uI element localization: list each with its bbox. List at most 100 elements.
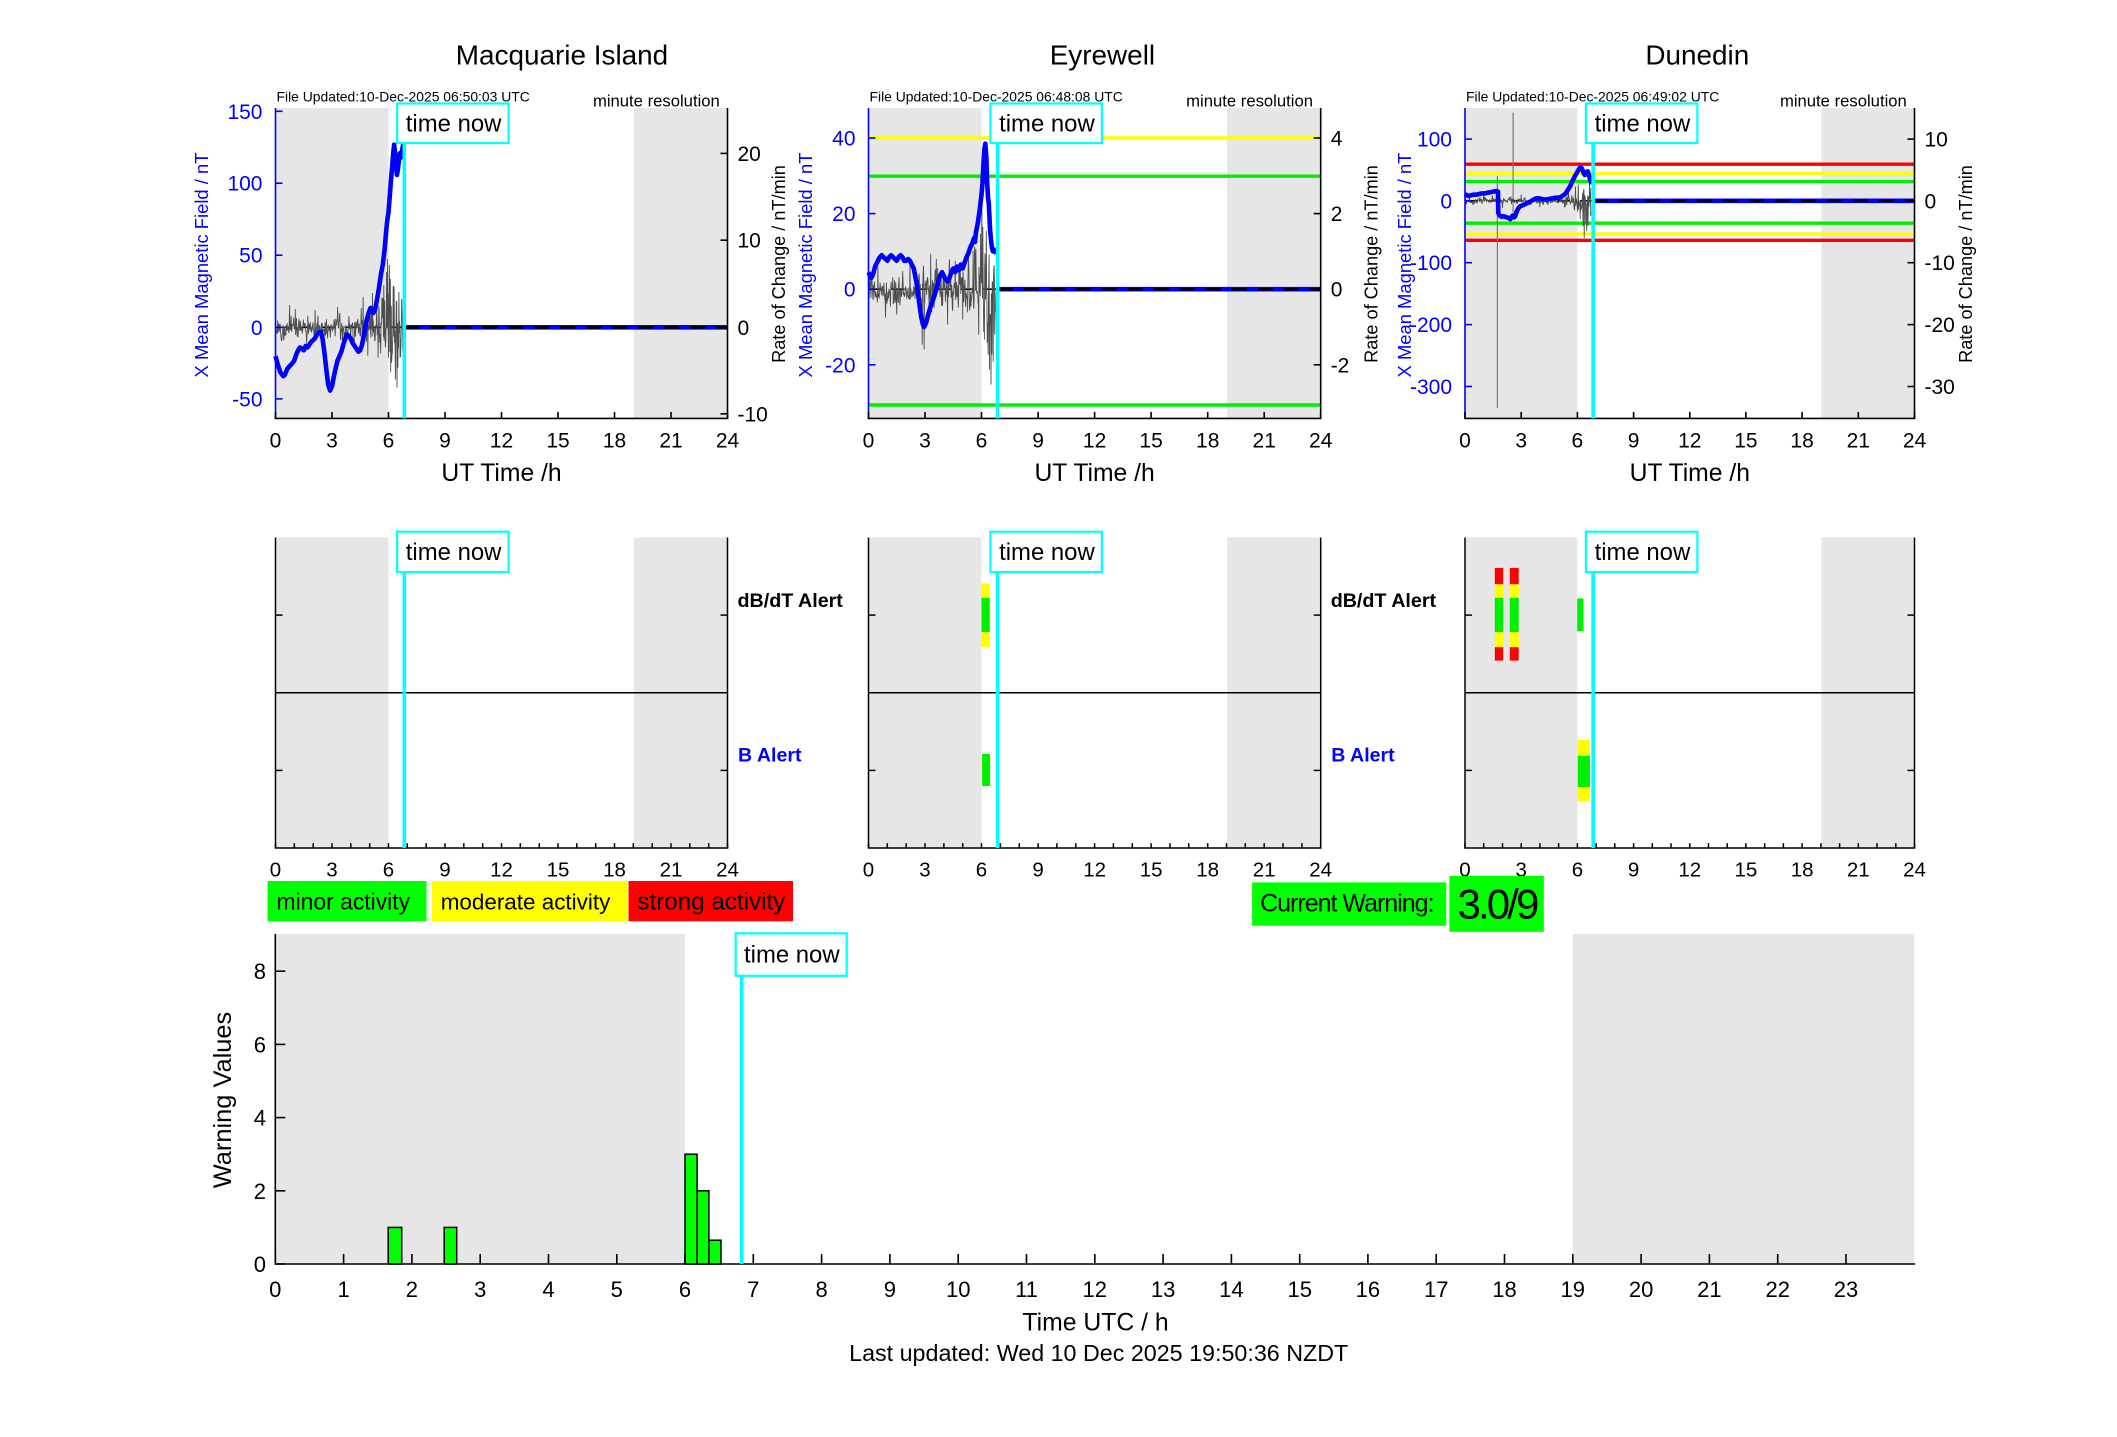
- svg-text:15: 15: [1139, 430, 1162, 453]
- svg-text:-10: -10: [738, 403, 768, 426]
- svg-text:moderate activity: moderate activity: [441, 890, 611, 915]
- svg-text:50: 50: [239, 245, 262, 268]
- svg-text:12: 12: [1678, 859, 1701, 882]
- svg-text:3: 3: [326, 430, 338, 453]
- svg-text:15: 15: [546, 430, 569, 453]
- svg-text:-200: -200: [1410, 314, 1452, 337]
- svg-text:18: 18: [1196, 430, 1219, 453]
- svg-text:time now: time now: [999, 111, 1095, 138]
- svg-text:24: 24: [1903, 859, 1926, 882]
- svg-text:-300: -300: [1410, 376, 1452, 399]
- svg-text:24: 24: [716, 430, 740, 453]
- svg-text:dB/dT Alert: dB/dT Alert: [738, 590, 844, 612]
- svg-text:0: 0: [270, 859, 281, 882]
- svg-text:24: 24: [716, 859, 739, 882]
- svg-text:23: 23: [1834, 1277, 1858, 1302]
- svg-text:12: 12: [490, 859, 513, 882]
- svg-text:Warning Values: Warning Values: [209, 1012, 237, 1188]
- svg-text:21: 21: [1847, 859, 1870, 882]
- svg-text:time now: time now: [406, 539, 502, 566]
- svg-text:9: 9: [1032, 859, 1043, 882]
- svg-text:40: 40: [832, 128, 855, 151]
- svg-text:Current Warning:: Current Warning:: [1260, 890, 1433, 918]
- svg-text:7: 7: [747, 1277, 759, 1302]
- svg-text:12: 12: [1678, 430, 1701, 453]
- svg-text:Macquarie Island: Macquarie Island: [456, 40, 668, 71]
- svg-text:17: 17: [1424, 1277, 1448, 1302]
- svg-text:150: 150: [227, 101, 262, 124]
- svg-text:0: 0: [863, 430, 875, 453]
- svg-text:0: 0: [1925, 190, 1937, 213]
- svg-text:4: 4: [1331, 128, 1343, 151]
- svg-text:2: 2: [1331, 203, 1343, 226]
- svg-text:-2: -2: [1331, 354, 1350, 377]
- svg-text:-50: -50: [232, 388, 262, 411]
- svg-text:time now: time now: [1595, 111, 1691, 138]
- svg-text:0: 0: [270, 430, 282, 453]
- svg-text:22: 22: [1765, 1277, 1789, 1302]
- svg-text:UT Time /h: UT Time /h: [441, 460, 561, 487]
- svg-text:21: 21: [1847, 430, 1870, 453]
- svg-text:21: 21: [659, 430, 682, 453]
- svg-text:12: 12: [490, 430, 513, 453]
- svg-text:Rate of Change / nT/min: Rate of Change / nT/min: [769, 165, 789, 363]
- svg-text:6: 6: [383, 859, 394, 882]
- svg-text:B Alert: B Alert: [1331, 744, 1395, 766]
- svg-text:4: 4: [542, 1277, 554, 1302]
- svg-text:0: 0: [1459, 430, 1471, 453]
- svg-text:16: 16: [1356, 1277, 1380, 1302]
- svg-text:Eyrewell: Eyrewell: [1050, 40, 1155, 71]
- svg-text:18: 18: [603, 859, 626, 882]
- svg-text:15: 15: [1287, 1277, 1311, 1302]
- svg-text:4: 4: [254, 1106, 266, 1131]
- svg-text:-30: -30: [1925, 376, 1955, 399]
- svg-text:time now: time now: [744, 941, 840, 968]
- svg-text:3.0/9: 3.0/9: [1458, 881, 1538, 928]
- svg-text:0: 0: [863, 859, 874, 882]
- svg-text:0: 0: [1440, 190, 1452, 213]
- svg-text:20: 20: [1629, 1277, 1653, 1302]
- svg-text:File Updated:10-Dec-2025 06:48: File Updated:10-Dec-2025 06:48:08 UTC: [870, 89, 1123, 105]
- svg-text:10: 10: [1925, 129, 1948, 152]
- svg-text:UT Time /h: UT Time /h: [1034, 460, 1154, 487]
- svg-text:24: 24: [1309, 859, 1332, 882]
- svg-text:6: 6: [1572, 859, 1583, 882]
- svg-text:0: 0: [1459, 859, 1470, 882]
- svg-text:11: 11: [1015, 1277, 1038, 1302]
- svg-text:-20: -20: [1925, 314, 1955, 337]
- svg-text:8: 8: [254, 959, 266, 984]
- svg-text:9: 9: [1032, 430, 1044, 453]
- svg-text:Last updated: Wed 10 Dec 2025: Last updated: Wed 10 Dec 2025 19:50:36 N…: [849, 1340, 1348, 1366]
- svg-text:3: 3: [1515, 859, 1526, 882]
- svg-text:Rate of Change / nT/min: Rate of Change / nT/min: [1362, 165, 1382, 363]
- svg-text:B Alert: B Alert: [738, 744, 802, 766]
- svg-text:File Updated:10-Dec-2025 06:49: File Updated:10-Dec-2025 06:49:02 UTC: [1466, 89, 1719, 105]
- svg-text:File Updated:10-Dec-2025 06:50: File Updated:10-Dec-2025 06:50:03 UTC: [277, 89, 530, 105]
- svg-text:18: 18: [1791, 859, 1814, 882]
- svg-text:dB/dT Alert: dB/dT Alert: [1331, 590, 1437, 612]
- svg-text:2: 2: [406, 1277, 418, 1302]
- svg-text:3: 3: [919, 430, 931, 453]
- svg-text:9: 9: [1628, 430, 1640, 453]
- svg-text:3: 3: [1515, 430, 1527, 453]
- svg-text:10: 10: [738, 230, 761, 253]
- svg-text:minute resolution: minute resolution: [1186, 92, 1313, 111]
- svg-text:15: 15: [1734, 430, 1757, 453]
- svg-text:Time UTC / h: Time UTC / h: [1022, 1310, 1168, 1337]
- svg-text:9: 9: [884, 1277, 896, 1302]
- svg-text:X Mean Magnetic Field / nT: X Mean Magnetic Field / nT: [191, 153, 212, 378]
- svg-text:6: 6: [1572, 430, 1584, 453]
- svg-text:10: 10: [946, 1277, 970, 1302]
- svg-text:0: 0: [251, 317, 263, 340]
- svg-text:0: 0: [1331, 279, 1343, 302]
- svg-text:9: 9: [439, 430, 451, 453]
- svg-text:UT Time /h: UT Time /h: [1630, 460, 1750, 487]
- svg-text:minute resolution: minute resolution: [1780, 92, 1907, 111]
- svg-text:-10: -10: [1925, 252, 1955, 275]
- svg-text:5: 5: [611, 1277, 623, 1302]
- svg-text:6: 6: [254, 1032, 266, 1057]
- svg-text:0: 0: [844, 279, 856, 302]
- svg-text:24: 24: [1903, 430, 1927, 453]
- svg-text:6: 6: [976, 859, 987, 882]
- svg-text:minute resolution: minute resolution: [593, 92, 720, 111]
